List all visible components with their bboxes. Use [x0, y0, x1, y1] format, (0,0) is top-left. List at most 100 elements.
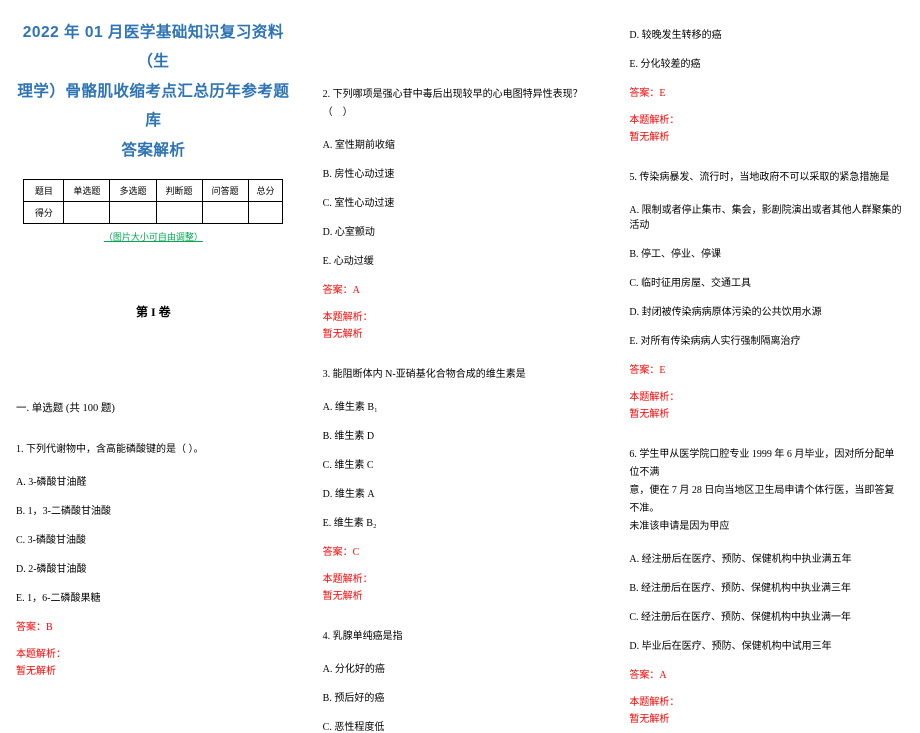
answer-value: E: [659, 88, 665, 99]
page-columns: 2022 年 01 月医学基础知识复习资料（生 理学）骨骼肌收缩考点汇总历年参考…: [0, 0, 920, 651]
option-a: A. 室性期前收缩: [323, 136, 598, 151]
question-stem-line3: 未准该申请是因为甲应: [629, 518, 904, 536]
question-4: 4. 乳腺单纯癌是指 A. 分化好的癌 B. 预后好的癌 C. 恶性程度低: [323, 628, 598, 733]
td-empty: [110, 202, 156, 224]
td-score-label: 得分: [24, 202, 64, 224]
td-empty: [156, 202, 202, 224]
option-e: E. 对所有传染病病人实行强制隔离治疗: [629, 332, 904, 347]
question-stem: 1. 下列代谢物中，含高能磷酸键的是（ ）。: [16, 441, 291, 459]
th-total: 总分: [248, 180, 283, 202]
option-a: A. 限制或者停止集市、集会，影剧院演出或者其他人群聚集的活动: [629, 201, 904, 231]
question-stem: 5. 传染病暴发、流行时，当地政府不可以采取的紧急措施是: [629, 169, 904, 187]
document-title: 2022 年 01 月医学基础知识复习资料（生 理学）骨骼肌收缩考点汇总历年参考…: [16, 18, 291, 165]
option-a: A. 维生素 B₁: [323, 398, 598, 413]
answer-value: A: [353, 285, 360, 296]
analysis-label: 本题解析：: [629, 111, 904, 126]
answer-line: 答案：E: [629, 84, 904, 99]
answer-prefix: 答案：: [323, 285, 353, 296]
answer-prefix: 答案：: [629, 670, 659, 681]
title-line-2: 理学）骨骼肌收缩考点汇总历年参考题库: [16, 77, 291, 136]
question-stem: 3. 能阻断体内 N-亚硝基化合物合成的维生素是: [323, 366, 598, 384]
option-d: D. 毕业后在医疗、预防、保健机构中试用三年: [629, 637, 904, 652]
answer-value: C: [353, 547, 360, 558]
analysis-body: 暂无解析: [629, 128, 904, 143]
th-single: 单选题: [64, 180, 110, 202]
th-qa: 问答题: [202, 180, 248, 202]
option-e: E. 分化较差的癌: [629, 55, 904, 70]
option-d: D. 较晚发生转移的癌: [629, 26, 904, 41]
analysis-label: 本题解析：: [629, 388, 904, 403]
answer-value: E: [659, 365, 665, 376]
title-line-3: 答案解析: [16, 136, 291, 165]
option-d: D. 2-磷酸甘油酸: [16, 560, 291, 575]
question-2: 2. 下列哪项是强心苷中毒后出现较早的心电图特异性表现？（ ） A. 室性期前收…: [323, 86, 598, 340]
option-d: D. 心室颤动: [323, 223, 598, 238]
question-5: 5. 传染病暴发、流行时，当地政府不可以采取的紧急措施是 A. 限制或者停止集市…: [629, 169, 904, 420]
option-c: C. 3-磷酸甘油酸: [16, 531, 291, 546]
table-row: 得分: [24, 202, 283, 224]
answer-value: A: [659, 670, 666, 681]
option-c: C. 室性心动过速: [323, 194, 598, 209]
option-a: A. 经注册后在医疗、预防、保健机构中执业满五年: [629, 550, 904, 565]
question-3: 3. 能阻断体内 N-亚硝基化合物合成的维生素是 A. 维生素 B₁ B. 维生…: [323, 366, 598, 602]
analysis-body: 暂无解析: [323, 325, 598, 340]
answer-line: 答案：B: [16, 618, 291, 633]
answer-line: 答案：E: [629, 361, 904, 376]
option-e: E. 心动过缓: [323, 252, 598, 267]
answer-value: B: [46, 622, 53, 633]
option-c: C. 临时征用房屋、交通工具: [629, 274, 904, 289]
answer-line: 答案：A: [629, 666, 904, 681]
spacer: [323, 18, 598, 86]
answer-prefix: 答案：: [629, 88, 659, 99]
td-empty: [202, 202, 248, 224]
option-d: D. 封闭被传染病病原体污染的公共饮用水源: [629, 303, 904, 318]
analysis-label: 本题解析：: [323, 570, 598, 585]
question-stem-line1: 6. 学生甲从医学院口腔专业 1999 年 6 月毕业，因对所分配单位不满: [629, 446, 904, 482]
question-6: 6. 学生甲从医学院口腔专业 1999 年 6 月毕业，因对所分配单位不满 意，…: [629, 446, 904, 725]
table-row: 题目 单选题 多选题 判断题 问答题 总分: [24, 180, 283, 202]
td-empty: [64, 202, 110, 224]
option-b: B. 经注册后在医疗、预防、保健机构中执业满三年: [629, 579, 904, 594]
answer-prefix: 答案：: [629, 365, 659, 376]
option-b: B. 维生素 D: [323, 427, 598, 442]
volume-title: 第 I 卷: [16, 303, 291, 320]
column-1: 2022 年 01 月医学基础知识复习资料（生 理学）骨骼肌收缩考点汇总历年参考…: [0, 0, 307, 651]
title-line-1: 2022 年 01 月医学基础知识复习资料（生: [16, 18, 291, 77]
analysis-label: 本题解析：: [629, 693, 904, 708]
answer-prefix: 答案：: [323, 547, 353, 558]
column-2: 2. 下列哪项是强心苷中毒后出现较早的心电图特异性表现？（ ） A. 室性期前收…: [307, 0, 614, 651]
analysis-body: 暂无解析: [323, 587, 598, 602]
option-b: B. 预后好的癌: [323, 689, 598, 704]
option-b: B. 1，3-二磷酸甘油酸: [16, 502, 291, 517]
analysis-body: 暂无解析: [629, 710, 904, 725]
image-size-note: （图片大小可自由调整）: [16, 230, 291, 243]
option-a: A. 分化好的癌: [323, 660, 598, 675]
option-d: D. 维生素 A: [323, 485, 598, 500]
option-b: B. 房性心动过速: [323, 165, 598, 180]
question-stem-line2: 意，便在 7 月 28 日向当地区卫生局申请个体行医，当即答复不准。: [629, 482, 904, 518]
question-stem: 4. 乳腺单纯癌是指: [323, 628, 598, 646]
option-a: A. 3-磷酸甘油醛: [16, 473, 291, 488]
option-c: C. 恶性程度低: [323, 718, 598, 733]
td-empty: [248, 202, 283, 224]
question-stem: 2. 下列哪项是强心苷中毒后出现较早的心电图特异性表现？（ ）: [323, 86, 598, 122]
answer-line: 答案：C: [323, 543, 598, 558]
th-item: 题目: [24, 180, 64, 202]
option-b: B. 停工、停业、停课: [629, 245, 904, 260]
answer-prefix: 答案：: [16, 622, 46, 633]
section-heading: 一. 单选题 (共 100 题): [16, 400, 291, 415]
th-multi: 多选题: [110, 180, 156, 202]
column-3: D. 较晚发生转移的癌 E. 分化较差的癌 答案：E 本题解析： 暂无解析 5.…: [613, 0, 920, 651]
question-4-cont: D. 较晚发生转移的癌 E. 分化较差的癌 答案：E 本题解析： 暂无解析: [629, 26, 904, 143]
option-c: C. 经注册后在医疗、预防、保健机构中执业满一年: [629, 608, 904, 623]
analysis-label: 本题解析：: [323, 308, 598, 323]
answer-line: 答案：A: [323, 281, 598, 296]
option-e: E. 维生素 B₂: [323, 514, 598, 529]
question-1: 1. 下列代谢物中，含高能磷酸键的是（ ）。 A. 3-磷酸甘油醛 B. 1，3…: [16, 441, 291, 677]
analysis-label: 本题解析：: [16, 645, 291, 660]
score-table: 题目 单选题 多选题 判断题 问答题 总分 得分: [23, 179, 283, 224]
analysis-body: 暂无解析: [629, 405, 904, 420]
spacer: [629, 18, 904, 26]
analysis-body: 暂无解析: [16, 662, 291, 677]
option-e: E. 1，6-二磷酸果糖: [16, 589, 291, 604]
